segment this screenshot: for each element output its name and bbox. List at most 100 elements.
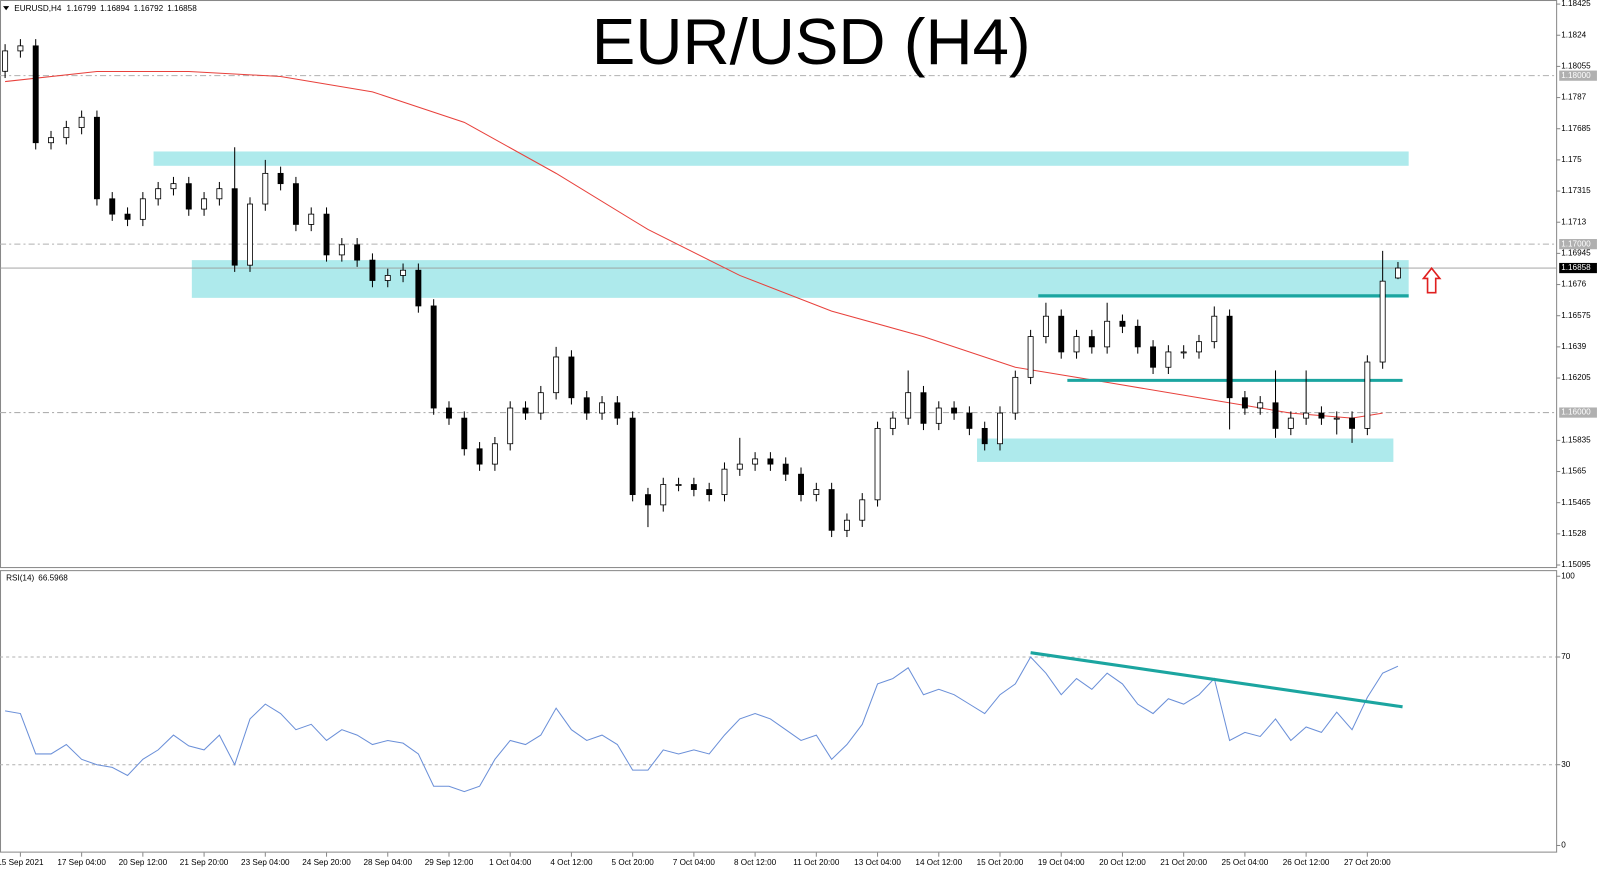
y-tick-label: 1.1528 — [1561, 529, 1586, 538]
header-low: 1.16792 — [134, 4, 164, 13]
rsi-y-tick-label: 30 — [1561, 760, 1571, 769]
x-tick-label: 25 Oct 04:00 — [1222, 858, 1269, 867]
candle-body — [997, 412, 1003, 445]
candle-body — [216, 188, 223, 200]
candle-body — [292, 183, 299, 225]
candle-body — [63, 127, 70, 139]
level-label: 1.18000 — [1561, 71, 1591, 80]
candle-body — [1027, 336, 1034, 378]
candle-body — [889, 417, 896, 429]
candle-body — [951, 407, 958, 414]
candle-body — [1379, 280, 1386, 363]
y-tick-label: 1.17315 — [1561, 186, 1591, 195]
header-high: 1.16894 — [100, 4, 130, 13]
x-tick-label: 5 Oct 20:00 — [612, 858, 655, 867]
candle-body — [1180, 351, 1187, 354]
x-tick-label: 15 Oct 20:00 — [977, 858, 1024, 867]
x-tick-label: 21 Oct 20:00 — [1160, 858, 1207, 867]
candle-body — [798, 473, 804, 496]
level-label-box — [1559, 239, 1597, 250]
candle-body — [1364, 361, 1371, 429]
candle-body — [323, 213, 330, 256]
candle-body — [1012, 376, 1019, 414]
y-tick-label: 1.18055 — [1561, 62, 1591, 71]
candle-body — [369, 259, 376, 281]
candle-body — [308, 213, 315, 225]
zones — [153, 151, 1409, 462]
candle-body — [262, 172, 269, 205]
candle-body — [966, 412, 973, 429]
rsi-header: RSI(14) 66.5968 — [6, 573, 68, 582]
candle-body — [1150, 346, 1157, 368]
candle-body — [782, 463, 789, 475]
level-label-box — [1559, 407, 1597, 418]
y-tick-label: 1.175 — [1561, 155, 1582, 164]
candle-body — [981, 427, 988, 445]
rsi-y-tick-label: 0 — [1561, 841, 1566, 850]
candle-body — [48, 137, 54, 144]
candle-body — [583, 397, 590, 414]
menu-icon — [3, 6, 10, 11]
candle-body — [247, 203, 253, 266]
x-tick-label: 20 Oct 12:00 — [1099, 858, 1146, 867]
candle-body — [415, 269, 422, 307]
candle-body — [32, 45, 39, 144]
chart-header: EURUSD,H4 1.16799 1.16894 1.16792 1.16858 — [14, 4, 197, 13]
rsi-trendline — [1030, 651, 1403, 709]
x-tick-label: 13 Oct 04:00 — [854, 858, 901, 867]
main-layer — [0, 39, 1557, 538]
candle-body — [1349, 417, 1356, 429]
candle-body — [828, 489, 835, 531]
candle-body — [124, 213, 131, 220]
zone — [977, 438, 1394, 462]
candle-body — [1395, 267, 1401, 279]
candle-body — [935, 407, 942, 424]
candle-body — [109, 198, 116, 215]
candle-body — [767, 458, 774, 465]
x-tick-label: 8 Oct 12:00 — [734, 858, 777, 867]
candle-body — [1119, 320, 1126, 327]
candle-body — [813, 489, 820, 496]
y-tick-label: 1.1713 — [1561, 217, 1586, 226]
y-tick-label: 1.1787 — [1561, 93, 1586, 102]
candle-body — [1272, 402, 1279, 429]
current-price-box — [1559, 262, 1597, 274]
candle-body — [507, 407, 514, 445]
y-tick-label: 1.1824 — [1561, 30, 1586, 39]
rsi-last: 66.5968 — [38, 573, 68, 582]
candle-body — [1042, 315, 1049, 338]
level-label-box — [1559, 70, 1597, 81]
candle-body — [905, 392, 912, 419]
y-tick-label: 1.1676 — [1561, 280, 1586, 289]
x-tick-label: 24 Sep 20:00 — [302, 858, 351, 867]
candle-body — [629, 417, 636, 496]
candle-body — [1287, 417, 1294, 429]
x-tick-label: 20 Sep 12:00 — [119, 858, 168, 867]
rsi-pane — [0, 570, 1558, 853]
y-tick-label: 1.16945 — [1561, 249, 1591, 258]
x-tick-label: 4 Oct 12:00 — [550, 858, 593, 867]
candle-body — [736, 463, 743, 470]
candle-body — [185, 183, 192, 210]
x-tick-label: 7 Oct 04:00 — [673, 858, 716, 867]
x-tick-label: 21 Sep 20:00 — [180, 858, 229, 867]
y-tick-label: 1.15835 — [1561, 436, 1591, 445]
header-open: 1.16799 — [67, 4, 97, 13]
zone — [191, 260, 1409, 298]
candle-body — [430, 305, 437, 409]
x-tick-label: 28 Sep 04:00 — [363, 858, 412, 867]
candle-body — [721, 468, 728, 496]
candle-body — [1318, 412, 1325, 419]
header-close: 1.16858 — [167, 4, 197, 13]
up-arrow — [1421, 266, 1442, 294]
candle-body — [1073, 336, 1080, 353]
x-tick-label: 11 Oct 20:00 — [793, 858, 840, 867]
candle-body — [644, 494, 651, 506]
candle-body — [446, 407, 452, 419]
x-tick-label: 26 Oct 12:00 — [1283, 858, 1330, 867]
candle-body — [553, 356, 560, 394]
candle-body — [139, 198, 146, 220]
candle-body — [201, 198, 208, 210]
y-tick-label: 1.16205 — [1561, 373, 1591, 382]
y-tick-label: 1.1565 — [1561, 467, 1586, 476]
